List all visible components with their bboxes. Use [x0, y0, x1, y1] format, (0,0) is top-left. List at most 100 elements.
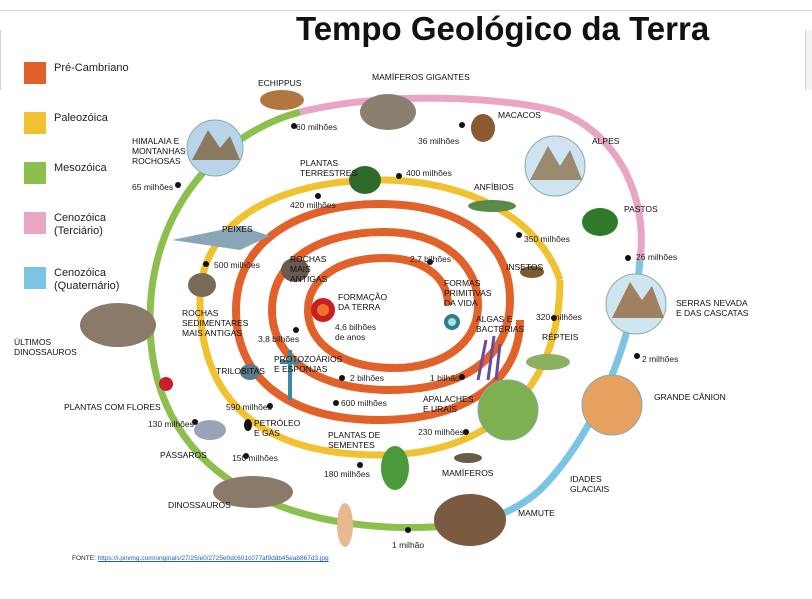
- time-label: 4,6 bilhões de anos: [335, 322, 376, 342]
- birds-icon: [194, 420, 226, 440]
- echippus-icon: [260, 90, 304, 110]
- event-label: MACACOS: [498, 110, 541, 120]
- time-label: 36 milhões: [418, 136, 459, 146]
- event-label: PETRÓLEO E GÁS: [254, 418, 301, 438]
- event-label: MAMUTE: [518, 508, 555, 518]
- time-label: 590 milhões: [226, 402, 272, 412]
- event-label: ROCHAS MAIS ANTIGAS: [290, 254, 328, 284]
- trilobites-icon: [240, 364, 260, 380]
- legend-label: Paleozóica: [54, 112, 108, 124]
- time-label: 320 milhões: [536, 312, 582, 322]
- time-label: 400 milhões: [406, 168, 452, 178]
- event-label: DINOSSAUROS: [168, 500, 231, 510]
- time-label: 3,8 bilhões: [258, 334, 299, 344]
- source-prefix: FONTE:: [72, 555, 98, 562]
- event-label: ALGAS E BACTÉRIAS: [476, 314, 525, 334]
- oldest-rocks-icon: [281, 258, 309, 282]
- time-label: 2 milhões: [642, 354, 678, 364]
- time-label: 2,7 bilhões: [410, 254, 451, 264]
- event-label: ÚLTIMOS DINOSSAUROS: [14, 337, 77, 357]
- time-label: 26 milhões: [636, 252, 677, 262]
- precambrian-spiral: [231, 199, 524, 425]
- algae-bacteria-icon: [476, 335, 502, 381]
- legend-item-quaternario: Cenozóica (Quaternário): [24, 267, 119, 293]
- legend-swatch: [24, 162, 46, 184]
- legend-label: Cenozóica (Quaternário): [54, 267, 120, 292]
- human-icon: [337, 503, 353, 547]
- event-label: ANFÍBIOS: [474, 182, 514, 192]
- earth-core-icon: [317, 304, 329, 316]
- event-label: PLANTAS DE SEMENTES: [328, 430, 381, 450]
- event-label: PÁSSAROS: [160, 450, 207, 460]
- event-label: ECHIPPUS: [258, 78, 302, 88]
- event-label: IDADES GLACIAIS: [570, 474, 610, 494]
- event-label: SERRAS NEVADA E DAS CASCATAS: [676, 298, 749, 318]
- legend-item-pre-cambriano: Pré-Cambriano: [24, 62, 129, 84]
- time-label: 600 milhões: [341, 398, 387, 408]
- legend-item-paleozoica: Paleozóica: [24, 112, 108, 134]
- giant-mammals-icon: [360, 94, 416, 130]
- event-label: ROCHAS SEDIMENTARES MAIS ANTIGAS: [182, 308, 249, 338]
- time-label: 1 bilhão: [430, 373, 460, 383]
- event-label: PROTOZOÁRIOS E ESPONJAS: [274, 354, 343, 374]
- source-footer: FONTE: https://i.pinimg.com/originals/27…: [72, 555, 329, 562]
- event-label: FORMAÇÃO DA TERRA: [338, 292, 388, 312]
- legend-swatch: [24, 212, 46, 234]
- mammals-icon: [454, 453, 482, 463]
- timeline-dots: [175, 122, 640, 533]
- sponges-icon: [280, 350, 300, 400]
- event-label: MAMÍFEROS GIGANTES: [372, 72, 470, 82]
- appalachians-icon: [477, 379, 539, 441]
- page-title: Tempo Geológico da Terra: [296, 10, 710, 47]
- mammoth-icon: [434, 494, 506, 546]
- monkeys-icon: [471, 114, 495, 142]
- sierra-peak-icon: [612, 282, 664, 318]
- amphibians-icon: [468, 200, 516, 212]
- grand-canyon-icon: [581, 374, 643, 436]
- seed-plants-icon: [381, 446, 409, 490]
- last-dinosaurs-icon: [80, 303, 156, 347]
- time-label: 1 milhão: [392, 540, 424, 550]
- event-label: TRILOBITAS: [216, 366, 265, 376]
- top-divider: [0, 10, 812, 11]
- legend-swatch: [24, 267, 46, 289]
- left-edge-mark: [0, 30, 5, 90]
- legend-label: Mesozóica: [54, 162, 107, 174]
- time-label: 2 bilhões: [350, 373, 384, 383]
- alps-peak-icon: [530, 146, 582, 180]
- event-label: APALACHES E URAIS: [423, 394, 474, 414]
- land-plants-icon: [349, 166, 381, 194]
- event-label: PASTOS: [624, 204, 658, 214]
- paleozoic-band: [196, 176, 564, 459]
- event-label: INSETOS: [506, 262, 543, 272]
- time-label: 230 milhões: [418, 427, 464, 437]
- time-label: 180 milhões: [324, 469, 370, 479]
- legend-item-terciario: Cenozóica (Terciário): [24, 212, 106, 238]
- legend-swatch: [24, 112, 46, 134]
- event-label: ALPES: [592, 136, 620, 146]
- time-label: 420 milhões: [290, 200, 336, 210]
- event-label: PLANTAS COM FLORES: [64, 402, 161, 412]
- time-label: 60 milhões: [296, 122, 337, 132]
- reptiles-icon: [526, 354, 570, 370]
- primitive-life-core-icon: [448, 318, 456, 326]
- time-label: 500 milhões: [214, 260, 260, 270]
- event-label: MAMÍFEROS: [442, 468, 494, 478]
- event-label: GRANDE CÂNION: [654, 392, 726, 402]
- insects-icon: [520, 266, 544, 278]
- source-link[interactable]: https://i.pinimg.com/originals/27/25/e0/…: [97, 555, 329, 562]
- legend-label: Pré-Cambriano: [54, 62, 129, 74]
- event-label: RÉPTEIS: [542, 332, 579, 342]
- time-label: 130 milhões: [148, 419, 194, 429]
- event-label: PLANTAS TERRESTRES: [300, 158, 357, 178]
- event-label: FORMAS PRIMITIVAS DA VIDA: [444, 278, 492, 308]
- oldest-sedimentary-rocks-icon: [188, 273, 216, 297]
- grass-icon: [582, 208, 618, 236]
- fish-icon: [172, 226, 270, 250]
- legend-swatch: [24, 62, 46, 84]
- event-label: PEIXES: [222, 224, 253, 234]
- time-label: 65 milhões: [132, 182, 173, 192]
- event-labels: ECHIPPUS MAMÍFEROS GIGANTES MACACOS HIMALAI…: [14, 72, 749, 518]
- flowering-plants-icon: [159, 377, 173, 391]
